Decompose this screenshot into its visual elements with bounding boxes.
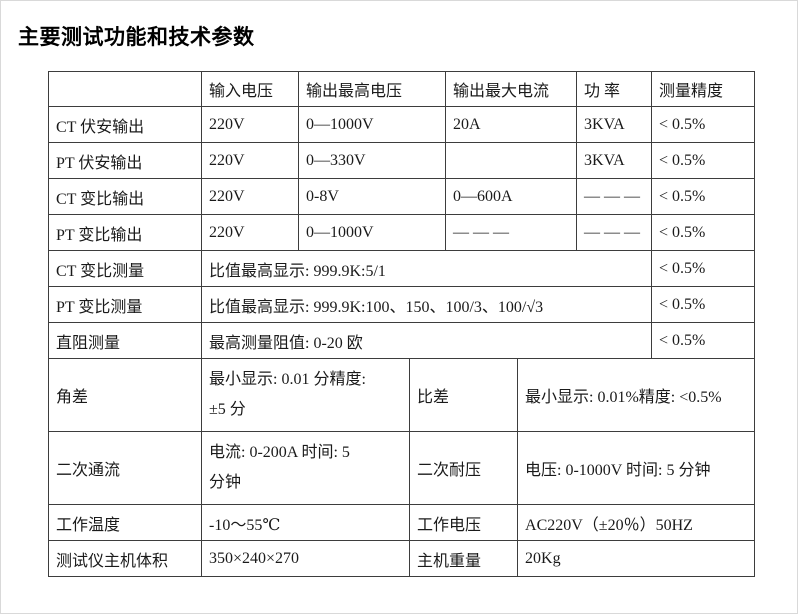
cell-measure-value: 最高测量阻值: 0-20 欧 [200,322,653,359]
row-label: CT 变比测量 [48,250,202,287]
table-row: PT 变比输出 220V 0—1000V — — — — — — < 0.5% [48,214,756,251]
cell-measure-value: 比值最高显示: 999.9K:100、150、100/3、100/√3 [200,286,653,323]
row-label: PT 变比输出 [48,214,202,251]
cell-accuracy: < 0.5% [651,178,756,215]
table-row: 测试仪主机体积 350×240×270 主机重量 20Kg [48,540,756,577]
header-power: 功 率 [576,71,653,107]
cell-accuracy: < 0.5% [651,214,756,251]
cell-label-right: 工作电压 [408,504,519,541]
row-label: 二次通流 [48,431,202,505]
cell-max-current: — — — [445,214,578,251]
table-header-row: 输入电压 输出最高电压 输出最大电流 功 率 测量精度 [48,71,756,107]
cell-value-right: AC220V（±20％）50HZ [517,504,756,541]
cell-power: 3KVA [576,106,653,143]
cell-max-current: 20A [445,106,578,143]
header-output-max-voltage: 输出最高电压 [297,71,447,107]
table-row: PT 伏安输出 220V 0—330V 3KVA < 0.5% [48,142,756,179]
cell-measure-value: 比值最高显示: 999.9K:5/1 [200,250,653,287]
table-row: 工作温度 -10～55℃ 工作电压 AC220V（±20％）50HZ [48,504,756,541]
table-row: PT 变比测量 比值最高显示: 999.9K:100、150、100/3、100… [48,286,756,323]
table-row: 直阻测量 最高测量阻值: 0-20 欧 < 0.5% [48,322,756,359]
cell-accuracy: < 0.5% [651,322,756,359]
cell-input-voltage: 220V [201,106,299,143]
row-label: 角差 [48,358,202,432]
row-label: CT 变比输出 [48,178,202,215]
cell-value-left: -10～55℃ [201,504,410,541]
row-label: CT 伏安输出 [48,106,202,143]
page-title: 主要测试功能和技术参数 [18,25,255,49]
cell-power: 3KVA [576,142,653,179]
header-accuracy: 测量精度 [651,71,756,107]
cell-value-left: 最小显示: 0.01 分精度: ±5 分 [201,358,410,432]
cell-accuracy: < 0.5% [651,250,756,287]
header-output-max-current: 输出最大电流 [445,71,578,107]
header-input-voltage: 输入电压 [201,71,299,107]
cell-max-voltage: 0—1000V [297,214,447,251]
cell-max-voltage: 0-8V [297,178,447,215]
row-label: 测试仪主机体积 [48,540,202,577]
cell-max-current: 0—600A [445,178,578,215]
cell-accuracy: < 0.5% [651,286,756,323]
table-row: CT 变比测量 比值最高显示: 999.9K:5/1 < 0.5% [48,250,756,287]
table-row: CT 变比输出 220V 0-8V 0—600A — — — < 0.5% [48,178,756,215]
header-corner-cell [48,71,202,107]
cell-value-left: 电流: 0-200A 时间: 5 分钟 [201,431,410,505]
spec-table: 输入电压 输出最高电压 输出最大电流 功 率 测量精度 CT 伏安输出 220V… [48,71,756,577]
cell-power: — — — [576,214,653,251]
cell-label-right: 主机重量 [408,540,519,577]
cell-label-right: 二次耐压 [408,431,519,505]
cell-input-voltage: 220V [201,178,299,215]
table-row: 角差 最小显示: 0.01 分精度: ±5 分 比差 最小显示: 0.01%精度… [48,358,756,432]
table-row: CT 伏安输出 220V 0—1000V 20A 3KVA < 0.5% [48,106,756,143]
cell-accuracy: < 0.5% [651,106,756,143]
cell-value-right: 最小显示: 0.01%精度: <0.5% [517,358,756,432]
cell-max-current [445,142,578,179]
cell-input-voltage: 220V [201,142,299,179]
cell-value-left: 350×240×270 [201,540,410,577]
row-label: PT 伏安输出 [48,142,202,179]
row-label: 工作温度 [48,504,202,541]
cell-max-voltage: 0—1000V [297,106,447,143]
cell-input-voltage: 220V [201,214,299,251]
cell-accuracy: < 0.5% [651,142,756,179]
cell-power: — — — [576,178,653,215]
cell-max-voltage: 0—330V [297,142,447,179]
table-row: 二次通流 电流: 0-200A 时间: 5 分钟 二次耐压 电压: 0-1000… [48,431,756,505]
cell-label-right: 比差 [408,358,519,432]
cell-value-right: 20Kg [517,540,756,577]
row-label: 直阻测量 [48,322,202,359]
row-label: PT 变比测量 [48,286,202,323]
cell-value-right: 电压: 0-1000V 时间: 5 分钟 [517,431,756,505]
